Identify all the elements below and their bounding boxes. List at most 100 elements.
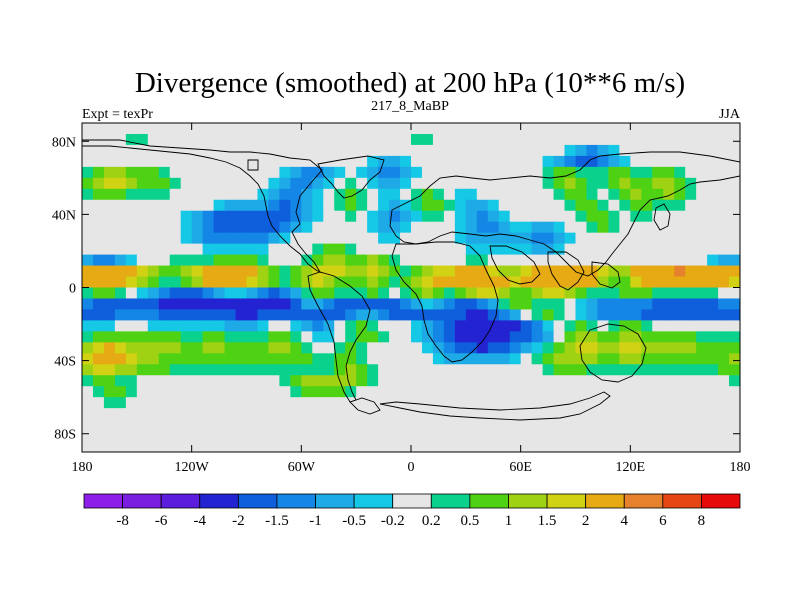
heatmap-cell: [345, 243, 357, 256]
heatmap-cell: [389, 166, 401, 179]
heatmap-cell: [246, 133, 259, 146]
heatmap-cell: [235, 166, 248, 179]
heatmap-cell: [268, 221, 280, 234]
heatmap-cell: [619, 298, 631, 311]
heatmap-cell: [213, 188, 226, 201]
heatmap-cell: [268, 199, 280, 212]
heatmap-cell: [114, 419, 127, 431]
heatmap-cell: [411, 221, 423, 234]
heatmap-cell: [345, 177, 357, 190]
heatmap-cell: [707, 232, 719, 245]
heatmap-cell: [531, 232, 544, 245]
heatmap-cell: [663, 342, 675, 354]
heatmap-cell: [224, 408, 237, 420]
heatmap-cell: [454, 408, 467, 420]
heatmap-cell: [476, 364, 489, 376]
heatmap-cell: [279, 166, 291, 179]
heatmap-cell: [520, 331, 533, 343]
heatmap-cell: [125, 364, 138, 376]
heatmap-cell: [158, 188, 171, 201]
heatmap-cell: [312, 320, 324, 332]
heatmap-cell: [432, 199, 445, 212]
heatmap-cell: [630, 276, 642, 289]
heatmap-cell: [432, 397, 445, 409]
heatmap-cell: [411, 419, 423, 431]
heatmap-cell: [268, 375, 280, 387]
heatmap-cell: [663, 254, 675, 267]
heatmap-cell: [136, 133, 149, 146]
heatmap-cell: [400, 441, 412, 452]
heatmap-cell: [597, 287, 609, 300]
heatmap-cell: [597, 133, 609, 146]
heatmap-cell: [378, 221, 390, 234]
heatmap-cell: [411, 309, 423, 321]
heatmap-cell: [103, 155, 116, 168]
heatmap-cell: [674, 210, 686, 223]
heatmap-cell: [125, 419, 138, 431]
heatmap-cell: [213, 265, 226, 278]
heatmap-cell: [476, 298, 489, 311]
heatmap-cell: [520, 155, 533, 168]
heatmap-cell: [718, 210, 730, 223]
heatmap-cell: [224, 155, 237, 168]
heatmap-cell: [312, 232, 324, 245]
heatmap-cell: [279, 287, 291, 300]
heatmap-cell: [213, 298, 226, 311]
heatmap-cell: [246, 276, 259, 289]
heatmap-cell: [685, 155, 697, 168]
heatmap-cell: [685, 441, 697, 452]
heatmap-cell: [191, 287, 204, 300]
heatmap-cell: [663, 144, 675, 157]
heatmap-cell: [103, 177, 116, 190]
heatmap-cell: [389, 265, 401, 278]
heatmap-cell: [312, 177, 324, 190]
heatmap-cell: [400, 298, 412, 311]
heatmap-cell: [465, 408, 478, 420]
heatmap-cell: [718, 232, 730, 245]
heatmap-cell: [103, 199, 116, 212]
heatmap-cell: [246, 177, 259, 190]
heatmap-cell: [82, 177, 94, 190]
heatmap-cell: [191, 320, 204, 332]
heatmap-cell: [224, 265, 237, 278]
heatmap-cell: [619, 331, 631, 343]
heatmap-cell: [378, 320, 390, 332]
heatmap-cell: [147, 342, 160, 354]
heatmap-cell: [542, 199, 555, 212]
heatmap-cell: [169, 342, 182, 354]
heatmap-cell: [608, 353, 620, 365]
heatmap-cell: [608, 188, 620, 201]
heatmap-cell: [707, 243, 719, 256]
heatmap-cell: [531, 397, 544, 409]
legend-level-label: 2: [582, 513, 590, 529]
heatmap-cell: [224, 177, 237, 190]
heatmap-cell: [575, 320, 588, 332]
heatmap-cell: [400, 419, 412, 431]
heatmap-cell: [202, 364, 215, 376]
heatmap-cell: [421, 353, 434, 365]
heatmap-cell: [290, 441, 302, 452]
heatmap-cell: [729, 408, 740, 420]
heatmap-cell: [608, 298, 620, 311]
heatmap-cell: [608, 232, 620, 245]
heatmap-cell: [312, 386, 324, 398]
heatmap-cell: [443, 265, 456, 278]
legend-level-label: 1: [505, 513, 513, 529]
heatmap-cell: [246, 243, 259, 256]
heatmap-cell: [169, 320, 182, 332]
heatmap-cell: [432, 331, 445, 343]
heatmap-cell: [498, 320, 511, 332]
heatmap-cell: [147, 265, 160, 278]
heatmap-cell: [432, 123, 445, 135]
heatmap-cell: [191, 375, 204, 387]
heatmap-cell: [400, 287, 412, 300]
heatmap-cell: [630, 342, 642, 354]
heatmap-cell: [345, 298, 357, 311]
heatmap-cell: [268, 320, 280, 332]
legend-color-box: [392, 493, 432, 509]
heatmap-cell: [378, 419, 390, 431]
heatmap-cell: [312, 144, 324, 157]
heatmap-cell: [169, 353, 182, 365]
heatmap-cell: [443, 155, 456, 168]
heatmap-cell: [312, 309, 324, 321]
